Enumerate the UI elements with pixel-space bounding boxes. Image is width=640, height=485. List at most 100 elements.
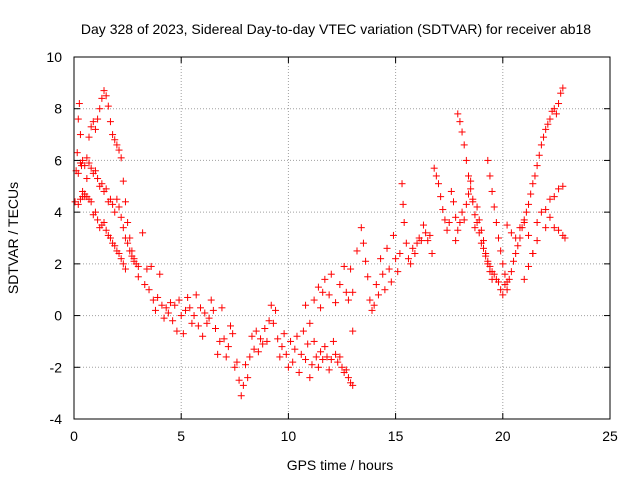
data-point <box>113 195 121 203</box>
data-point <box>332 299 340 307</box>
data-point <box>434 180 442 188</box>
data-point <box>359 239 367 247</box>
data-point <box>216 337 224 345</box>
data-point <box>91 167 99 175</box>
data-point <box>252 327 260 335</box>
data-point <box>462 200 470 208</box>
data-point <box>422 229 430 237</box>
data-point <box>179 330 187 338</box>
data-point <box>542 206 550 214</box>
data-point <box>113 141 121 149</box>
data-point <box>520 218 528 226</box>
data-point <box>235 376 243 384</box>
data-point <box>156 270 164 278</box>
data-point <box>426 231 434 239</box>
data-point <box>516 224 524 232</box>
data-point <box>349 327 357 335</box>
data-point <box>327 270 335 278</box>
data-point <box>392 255 400 263</box>
data-point <box>404 255 412 263</box>
data-point <box>304 340 312 348</box>
data-point <box>544 120 552 128</box>
y-tick-label: -4 <box>50 411 63 427</box>
data-point <box>244 374 252 382</box>
data-point <box>398 180 406 188</box>
data-point <box>224 343 232 351</box>
data-point <box>261 325 269 332</box>
data-point <box>424 237 432 245</box>
data-point <box>106 195 114 203</box>
data-point <box>499 260 507 268</box>
data-point <box>366 296 374 304</box>
data-point <box>347 265 355 273</box>
x-tick-label: 5 <box>177 428 185 444</box>
data-point <box>269 319 277 327</box>
data-point <box>559 84 567 92</box>
data-point <box>134 262 142 270</box>
data-point <box>94 175 102 183</box>
y-tick-label: 4 <box>54 204 62 220</box>
data-point <box>377 255 385 263</box>
data-point <box>381 286 389 294</box>
data-point <box>194 322 202 330</box>
data-point <box>284 363 292 371</box>
data-point <box>321 275 329 283</box>
y-tick-label: 8 <box>54 101 62 117</box>
data-point <box>109 131 117 139</box>
data-point <box>464 190 472 198</box>
data-point <box>533 162 541 170</box>
data-point <box>413 239 421 247</box>
data-point <box>467 185 475 193</box>
data-point <box>173 327 181 335</box>
data-point <box>321 343 329 351</box>
data-point <box>302 356 310 364</box>
data-point <box>98 94 106 102</box>
data-point <box>417 237 425 245</box>
data-point <box>237 392 245 400</box>
data-point <box>310 337 318 345</box>
data-point <box>460 141 468 149</box>
data-point <box>220 335 228 343</box>
data-point <box>147 262 155 270</box>
data-point <box>490 270 498 278</box>
data-point <box>389 231 397 239</box>
data-point <box>74 200 82 208</box>
data-point <box>471 224 479 232</box>
data-point <box>76 131 84 139</box>
data-point <box>531 172 539 180</box>
data-point <box>480 244 488 252</box>
data-point <box>246 353 254 361</box>
data-point <box>89 118 97 126</box>
data-point <box>128 252 136 260</box>
data-point <box>456 118 464 126</box>
data-point <box>542 224 550 232</box>
data-point <box>525 231 533 239</box>
data-point <box>379 270 387 278</box>
data-point <box>181 306 189 314</box>
data-point <box>460 216 468 224</box>
data-point <box>437 193 445 201</box>
data-point <box>121 265 129 273</box>
data-point <box>327 356 335 364</box>
x-tick-label: 15 <box>388 428 404 444</box>
data-point <box>372 281 380 289</box>
data-point <box>454 226 462 234</box>
data-point <box>212 325 220 332</box>
data-point <box>507 268 515 276</box>
data-point <box>96 105 104 113</box>
data-point <box>471 211 479 219</box>
data-point <box>501 270 509 278</box>
data-point <box>299 327 307 335</box>
data-point <box>130 257 138 265</box>
data-point <box>119 177 127 185</box>
data-point <box>514 242 522 250</box>
data-point <box>550 193 558 201</box>
data-point <box>121 234 129 242</box>
data-point <box>394 268 402 276</box>
data-point <box>383 244 391 252</box>
data-point <box>115 203 123 211</box>
data-point <box>370 301 378 309</box>
grid <box>74 57 610 419</box>
data-point <box>317 304 325 312</box>
